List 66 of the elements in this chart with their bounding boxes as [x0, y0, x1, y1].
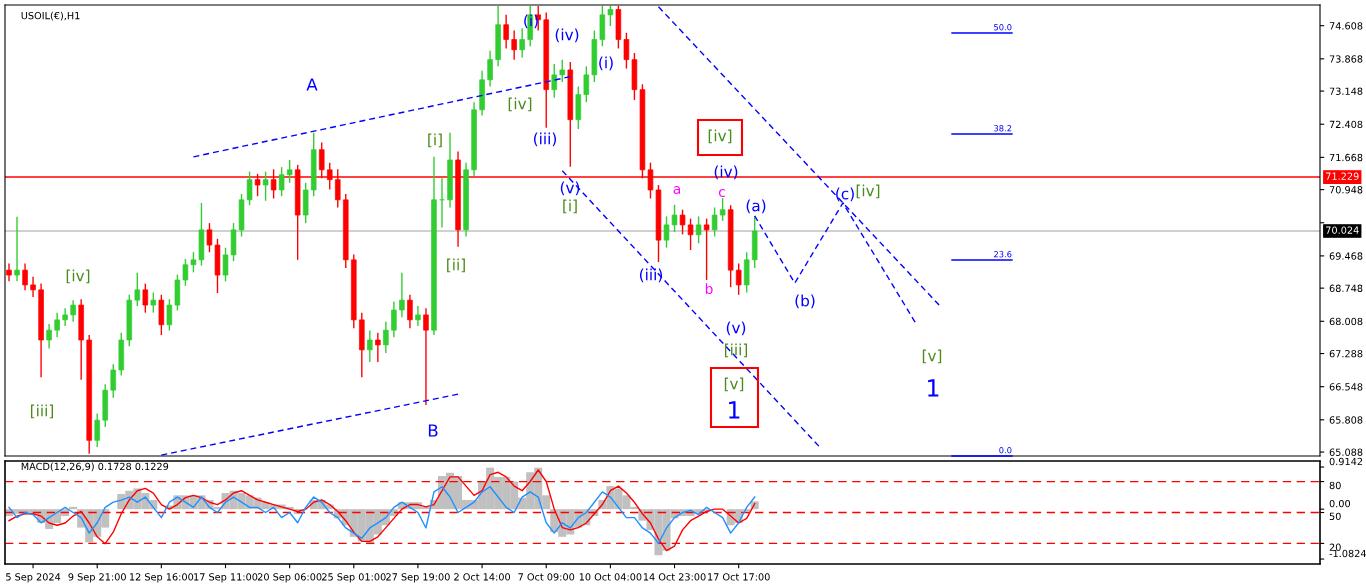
annotation: [i]: [428, 133, 442, 148]
annotation: (iv): [555, 28, 579, 43]
x-tick-label: 10 Oct 04:00: [579, 573, 642, 581]
x-tick-label: 5 Sep 2024: [6, 573, 61, 583]
y-tick-label: -1.0824: [1329, 549, 1366, 558]
annotation: b: [705, 283, 713, 295]
y-tick-label: 70.948: [1329, 186, 1363, 194]
y2-tick-label: 50: [1329, 512, 1341, 521]
y-tick-label: 65.808: [1329, 416, 1363, 424]
y-tick-label: 67.288: [1329, 350, 1363, 358]
annotation: 1: [928, 379, 939, 397]
x-tick-label: 7 Oct 09:00: [518, 573, 575, 581]
annotation: (c): [836, 187, 854, 202]
y-tick-label: 72.408: [1329, 120, 1363, 129]
chart-title: MACD(12,26,9) 0.1728 0.1229: [21, 462, 169, 472]
x-tick-label: 17 Oct 17:00: [708, 573, 770, 581]
x-tick-label: 25 Sep 01:00: [322, 573, 386, 583]
annotation: (a): [746, 199, 766, 214]
annotation: B: [428, 424, 438, 437]
annotation: 23.6: [994, 251, 1012, 258]
annotation: 0.0: [999, 447, 1012, 454]
annotation: (i): [599, 56, 613, 71]
annotation: (iii): [533, 132, 557, 147]
y-tick-label: 0.9142: [1329, 457, 1363, 466]
y-tick-label: 66.548: [1329, 383, 1363, 391]
annotation: [iv]: [508, 97, 532, 112]
x-tick-label: 20 Sep 06:00: [257, 573, 322, 583]
y-tick-label: 68.748: [1329, 284, 1363, 292]
y-tick-label: 0.00: [1329, 499, 1351, 508]
y-tick-label: 69.468: [1329, 252, 1363, 260]
x-tick-label: 9 Sep 21:00: [68, 573, 126, 583]
annotation: 50.0: [994, 24, 1012, 31]
annotation: [i]: [563, 199, 577, 214]
annotation: [iv]: [856, 184, 880, 199]
y2-tick-label: 80: [1329, 481, 1341, 490]
annotation: (v): [726, 321, 746, 336]
annotation: [iii]: [724, 343, 748, 358]
annotation: A: [306, 78, 318, 91]
annotation: [iv]: [66, 269, 90, 284]
annotation: a: [673, 186, 680, 195]
y-tick-label: 74.608: [1329, 22, 1363, 30]
y-tick-label: 71.668: [1329, 153, 1363, 162]
annotation: (b): [795, 294, 815, 309]
annotation: 1: [729, 401, 740, 419]
x-tick-label: 17 Sep 11:00: [194, 573, 258, 583]
x-tick-label: 27 Sep 19:00: [386, 573, 450, 583]
annotation: [iv]: [708, 129, 732, 144]
x-tick-label: 12 Sep 16:00: [129, 573, 194, 583]
x-tick-label: 2 Oct 14:00: [454, 573, 511, 581]
x-tick-label: 14 Oct 23:00: [643, 573, 706, 581]
ref-line-label: 71.229: [1326, 172, 1359, 180]
annotation: (iii): [639, 268, 663, 283]
annotation: [v]: [922, 349, 942, 364]
y-tick-label: 68.008: [1329, 317, 1363, 326]
ref-line-label: 70.024: [1326, 226, 1359, 234]
annotation: [v]: [724, 377, 744, 392]
annotation: (v): [560, 181, 580, 196]
text: USOIL(€),H1: [21, 11, 80, 21]
y-tick-label: 73.148: [1329, 87, 1363, 95]
y-tick-label: 73.868: [1329, 55, 1363, 63]
annotation: 38.2: [994, 125, 1012, 132]
annotation: c: [718, 189, 725, 198]
annotation: [iii]: [30, 404, 54, 419]
y2-tick-label: 20: [1329, 543, 1341, 551]
y-tick-label: 65.088: [1329, 448, 1363, 456]
annotation: [ii]: [447, 258, 465, 273]
